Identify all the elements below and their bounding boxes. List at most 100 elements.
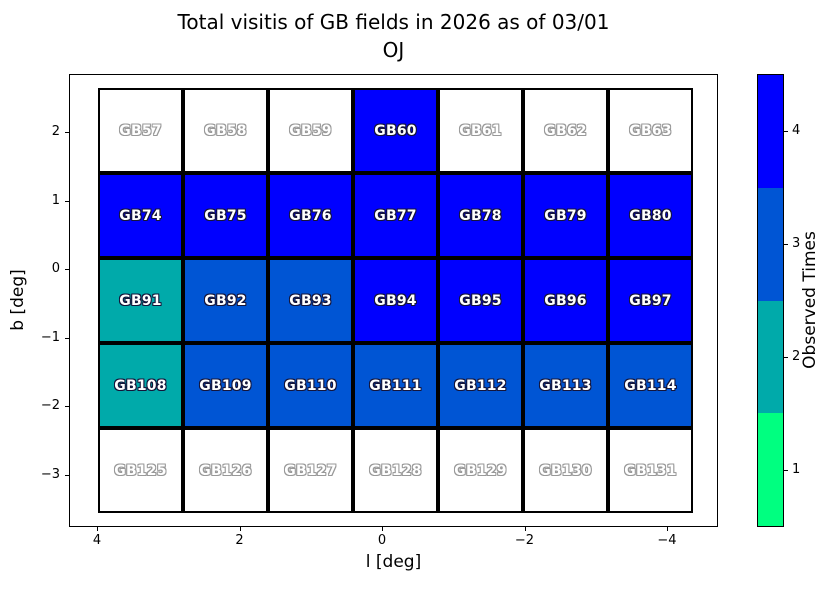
x-tick-mark bbox=[667, 527, 668, 531]
colorbar-label: Observed Times bbox=[800, 231, 820, 369]
field-cell-label: GB95 bbox=[459, 292, 502, 309]
field-cell-label: GB126 bbox=[199, 462, 252, 479]
field-cell-gb76: GB76 bbox=[268, 173, 353, 258]
field-cell-gb58: GB58 bbox=[183, 88, 268, 173]
chart-title-line2: OJ bbox=[382, 38, 405, 62]
chart-title-line1: Total visitis of GB fields in 2026 as of… bbox=[177, 10, 610, 34]
x-tick-label: −4 bbox=[657, 533, 677, 548]
field-cell-gb60: GB60 bbox=[353, 88, 438, 173]
field-cell-label: GB79 bbox=[544, 207, 587, 224]
x-tick-mark bbox=[97, 527, 98, 531]
x-tick-mark bbox=[239, 527, 241, 531]
y-axis-label: b [deg] bbox=[8, 269, 28, 331]
field-cell-label: GB78 bbox=[459, 207, 502, 224]
field-cell-gb109: GB109 bbox=[183, 343, 268, 428]
field-cell-label: GB111 bbox=[369, 377, 422, 394]
field-cell-gb114: GB114 bbox=[608, 343, 693, 428]
x-tick-label: 4 bbox=[92, 533, 102, 548]
field-cell-gb92: GB92 bbox=[183, 258, 268, 343]
field-cell-gb111: GB111 bbox=[353, 343, 438, 428]
field-cell-label: GB96 bbox=[544, 292, 587, 309]
field-cell-label: GB62 bbox=[544, 122, 587, 139]
field-cell-label: GB80 bbox=[629, 207, 672, 224]
field-cell-label: GB97 bbox=[629, 292, 672, 309]
field-cell-gb91: GB91 bbox=[98, 258, 183, 343]
field-cell-gb113: GB113 bbox=[523, 343, 608, 428]
field-cell-gb97: GB97 bbox=[608, 258, 693, 343]
x-axis-label: l [deg] bbox=[365, 552, 422, 572]
colorbar-segment bbox=[758, 187, 783, 301]
field-cell-gb79: GB79 bbox=[523, 173, 608, 258]
colorbar-segment bbox=[758, 300, 783, 414]
y-tick-label: −3 bbox=[40, 466, 60, 482]
field-cell-label: GB59 bbox=[289, 122, 332, 139]
field-cell-gb131: GB131 bbox=[608, 428, 693, 513]
y-tick-label: 2 bbox=[51, 124, 60, 139]
field-cell-label: GB128 bbox=[369, 462, 422, 479]
field-cell-gb110: GB110 bbox=[268, 343, 353, 428]
x-tick-label: 0 bbox=[377, 533, 387, 548]
field-cell-gb129: GB129 bbox=[438, 428, 523, 513]
field-cell-gb62: GB62 bbox=[523, 88, 608, 173]
field-cell-label: GB76 bbox=[289, 207, 332, 224]
plot-area: GB57 GB58 GB59 GB60 GB61 GB62 GB63 GB74 GB75 GB76… bbox=[69, 74, 718, 527]
field-cell-gb63: GB63 bbox=[608, 88, 693, 173]
colorbar-segment bbox=[758, 75, 783, 188]
y-tick-mark bbox=[65, 269, 69, 270]
y-tick-label: 0 bbox=[51, 261, 60, 276]
field-cell-gb95: GB95 bbox=[438, 258, 523, 343]
colorbar-tick-label: 4 bbox=[792, 122, 801, 138]
colorbar bbox=[757, 74, 784, 527]
field-cell-label: GB112 bbox=[454, 377, 507, 394]
y-tick-mark bbox=[65, 474, 69, 476]
colorbar-tick-mark bbox=[784, 243, 788, 245]
colorbar-tick-label: 2 bbox=[792, 349, 801, 365]
y-tick-mark bbox=[65, 406, 69, 407]
field-cell-label: GB94 bbox=[374, 292, 417, 309]
field-cell-label: GB60 bbox=[374, 122, 417, 139]
field-cell-label: GB93 bbox=[289, 292, 332, 309]
y-tick-mark bbox=[65, 132, 69, 133]
field-cell-gb61: GB61 bbox=[438, 88, 523, 173]
field-cell-gb94: GB94 bbox=[353, 258, 438, 343]
field-cell-label: GB92 bbox=[204, 292, 247, 309]
field-cell-label: GB131 bbox=[624, 462, 677, 479]
field-cell-label: GB91 bbox=[119, 292, 162, 309]
field-cell-label: GB129 bbox=[454, 462, 507, 479]
field-cell-label: GB77 bbox=[374, 207, 417, 224]
field-cell-label: GB114 bbox=[624, 377, 677, 394]
field-cell-gb59: GB59 bbox=[268, 88, 353, 173]
field-cell-gb125: GB125 bbox=[98, 428, 183, 513]
field-cell-label: GB130 bbox=[539, 462, 592, 479]
field-cell-gb57: GB57 bbox=[98, 88, 183, 173]
field-cell-label: GB61 bbox=[459, 122, 502, 139]
field-cell-label: GB113 bbox=[539, 377, 592, 394]
chart-title: Total visitis of GB fields in 2026 as of… bbox=[0, 8, 787, 64]
field-cell-gb74: GB74 bbox=[98, 173, 183, 258]
y-tick-mark bbox=[65, 337, 69, 339]
field-cell-label: GB74 bbox=[119, 207, 162, 224]
field-cell-gb126: GB126 bbox=[183, 428, 268, 513]
colorbar-tick-label: 3 bbox=[792, 235, 801, 251]
colorbar-tick-mark bbox=[784, 357, 788, 359]
field-cell-gb112: GB112 bbox=[438, 343, 523, 428]
field-cell-gb128: GB128 bbox=[353, 428, 438, 513]
colorbar-segment bbox=[758, 413, 783, 526]
colorbar-tick-mark bbox=[784, 470, 788, 472]
field-cell-label: GB109 bbox=[199, 377, 252, 394]
field-cell-gb127: GB127 bbox=[268, 428, 353, 513]
y-tick-label: −2 bbox=[40, 398, 60, 413]
field-cell-gb96: GB96 bbox=[523, 258, 608, 343]
field-cell-gb78: GB78 bbox=[438, 173, 523, 258]
colorbar-tick-label: 1 bbox=[792, 462, 801, 478]
x-tick-label: 2 bbox=[235, 533, 244, 548]
x-tick-label: −2 bbox=[514, 533, 535, 548]
field-cell-gb80: GB80 bbox=[608, 173, 693, 258]
y-tick-label: −1 bbox=[40, 329, 60, 345]
field-cell-label: GB58 bbox=[204, 122, 247, 139]
field-cell-label: GB75 bbox=[204, 207, 247, 224]
field-cell-label: GB108 bbox=[114, 377, 167, 394]
field-cell-gb77: GB77 bbox=[353, 173, 438, 258]
field-cell-label: GB57 bbox=[119, 122, 162, 139]
